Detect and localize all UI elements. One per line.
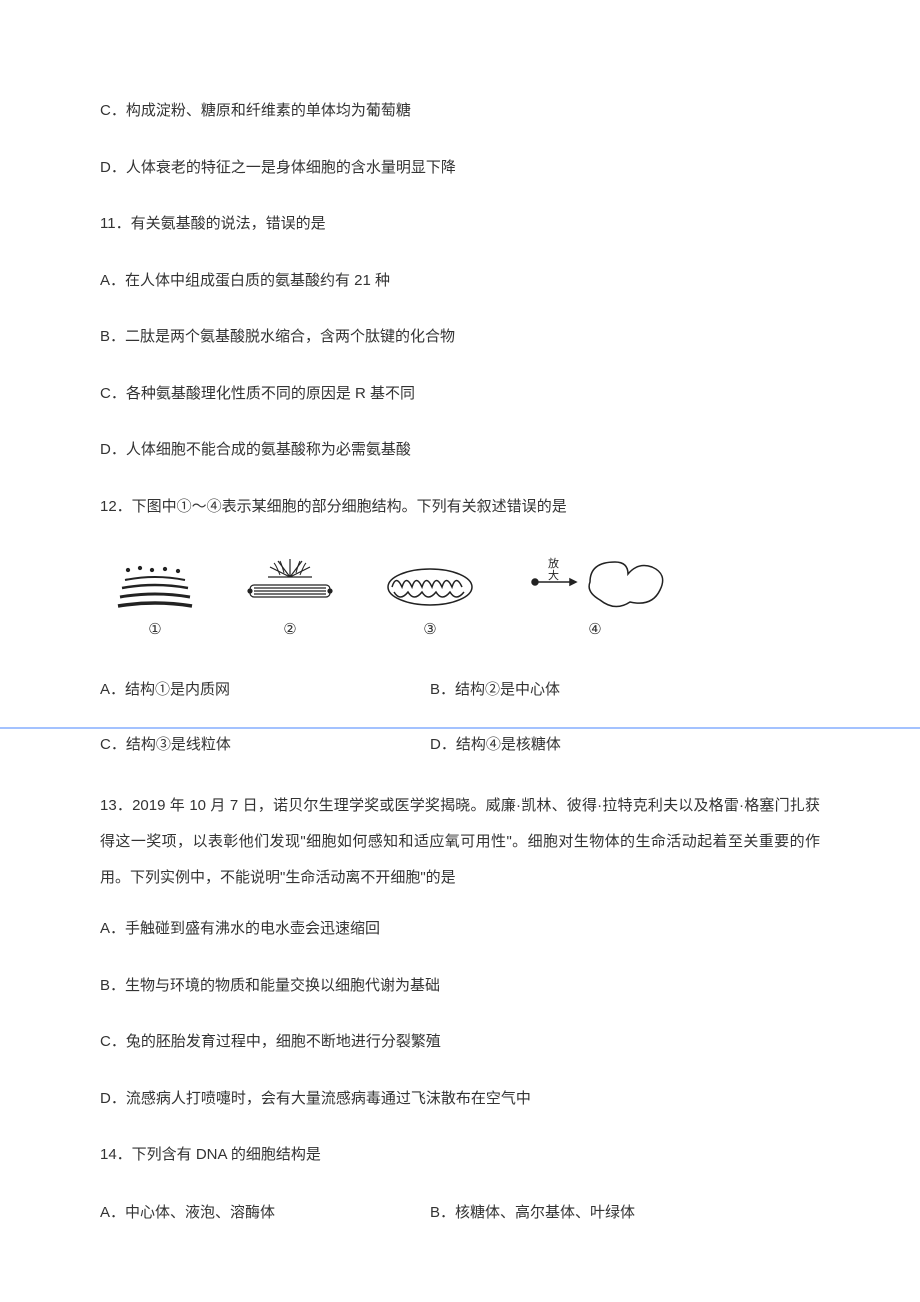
q13-option-a: A．手触碰到盛有沸水的电水壶会迅速缩回 bbox=[100, 918, 820, 941]
q13-stem: 13．2019 年 10 月 7 日，诺贝尔生理学奖或医学奖揭晓。威廉·凯林、彼… bbox=[100, 788, 820, 896]
q10-option-c: C．构成淀粉、糖原和纤维素的单体均为葡萄糖 bbox=[100, 100, 820, 123]
q10-option-d: D．人体衰老的特征之一是身体细胞的含水量明显下降 bbox=[100, 157, 820, 180]
q12-diagram-4: 放 大 ④ bbox=[520, 552, 670, 638]
enlarge-label: 放 bbox=[548, 556, 559, 570]
q13-option-b: B．生物与环境的物质和能量交换以细胞代谢为基础 bbox=[100, 975, 820, 998]
q11-option-d: D．人体细胞不能合成的氨基酸称为必需氨基酸 bbox=[100, 439, 820, 462]
q11-option-c: C．各种氨基酸理化性质不同的原因是 R 基不同 bbox=[100, 383, 820, 406]
q12-diagram-2: ② bbox=[240, 557, 340, 638]
q11-option-b: B．二肽是两个氨基酸脱水缩合，含两个肽键的化合物 bbox=[100, 326, 820, 349]
q13-option-d: D．流感病人打喷嚏时，会有大量流感病毒通过飞沫散布在空气中 bbox=[100, 1088, 820, 1111]
q14-option-b: B．核糖体、高尔基体、叶绿体 bbox=[430, 1201, 820, 1222]
q12-option-c: C．结构③是线粒体 bbox=[100, 733, 430, 754]
q12-option-a: A．结构①是内质网 bbox=[100, 678, 430, 699]
q11-option-a: A．在人体中组成蛋白质的氨基酸约有 21 种 bbox=[100, 270, 820, 293]
q14-stem: 14．下列含有 DNA 的细胞结构是 bbox=[100, 1144, 820, 1167]
q14-option-a: A．中心体、液泡、溶酶体 bbox=[100, 1201, 430, 1222]
svg-text:大: 大 bbox=[548, 568, 559, 582]
q12-diagram-3: ③ bbox=[380, 562, 480, 638]
q12-diagram-3-label: ③ bbox=[423, 620, 436, 638]
ribosome-icon: 放 大 bbox=[520, 552, 670, 612]
q12-diagram-4-label: ④ bbox=[588, 620, 601, 638]
q12-option-d: D．结构④是核糖体 bbox=[430, 733, 820, 754]
q11-stem: 11．有关氨基酸的说法，错误的是 bbox=[100, 213, 820, 236]
q12-stem: 12．下图中①～④表示某细胞的部分细胞结构。下列有关叙述错误的是 bbox=[100, 496, 820, 519]
golgi-icon bbox=[110, 562, 200, 612]
q12-diagram-row: ① ② bbox=[100, 552, 820, 638]
q12-diagram-2-label: ② bbox=[283, 620, 296, 638]
q12-option-b: B．结构②是中心体 bbox=[430, 678, 820, 699]
q12-diagram-1: ① bbox=[110, 562, 200, 638]
q13-option-c: C．兔的胚胎发育过程中，细胞不断地进行分裂繁殖 bbox=[100, 1031, 820, 1054]
page-divider-bar bbox=[0, 727, 920, 729]
mitochondria-icon bbox=[380, 562, 480, 612]
q12-diagram-1-label: ① bbox=[148, 620, 161, 638]
centriole-icon bbox=[240, 557, 340, 612]
